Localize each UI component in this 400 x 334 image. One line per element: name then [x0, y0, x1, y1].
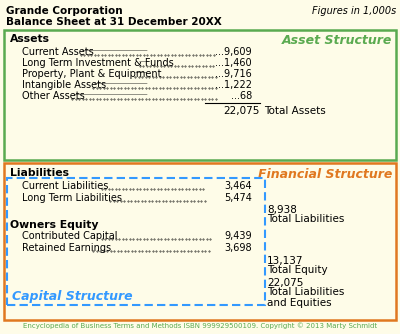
Text: Long Term Liabilities: Long Term Liabilities: [22, 193, 122, 203]
Text: Owners Equity: Owners Equity: [10, 220, 98, 230]
Text: ...1,460: ...1,460: [215, 58, 252, 68]
Text: ...9,716: ...9,716: [215, 69, 252, 79]
Text: 22,075: 22,075: [267, 278, 303, 288]
Text: Financial Structure: Financial Structure: [258, 168, 392, 181]
Text: Total Liabilities: Total Liabilities: [267, 287, 344, 297]
Bar: [4, 30, 396, 160]
Text: Retained Earnings: Retained Earnings: [22, 243, 111, 253]
Text: 9,439: 9,439: [224, 231, 252, 241]
Text: 22,075: 22,075: [224, 106, 260, 116]
Text: 3,464: 3,464: [224, 181, 252, 191]
Text: Capital Structure: Capital Structure: [12, 290, 133, 303]
Text: Current Assets: Current Assets: [22, 47, 94, 57]
Text: ...68: ...68: [231, 91, 252, 101]
Text: Other Assets: Other Assets: [22, 91, 85, 101]
Text: Long Term Investment & Funds: Long Term Investment & Funds: [22, 58, 174, 68]
Text: Grande Corporation: Grande Corporation: [6, 6, 123, 16]
Text: Current Liabilities: Current Liabilities: [22, 181, 108, 191]
Text: Total Assets: Total Assets: [264, 106, 326, 116]
Text: Property, Plant & Equipment: Property, Plant & Equipment: [22, 69, 162, 79]
Text: Intangible Assets: Intangible Assets: [22, 80, 106, 90]
Text: Balance Sheet at 31 December 20XX: Balance Sheet at 31 December 20XX: [6, 17, 222, 27]
Text: 13,137: 13,137: [267, 256, 304, 266]
Text: Contributed Capital: Contributed Capital: [22, 231, 118, 241]
Text: Total Liabilities: Total Liabilities: [267, 214, 344, 224]
Text: 8,938: 8,938: [267, 205, 297, 215]
Text: 3,698: 3,698: [224, 243, 252, 253]
Bar: [7, 178, 265, 305]
Text: Asset Structure: Asset Structure: [282, 34, 392, 47]
Text: Assets: Assets: [10, 34, 50, 44]
Text: 5,474: 5,474: [224, 193, 252, 203]
Text: Total Equity: Total Equity: [267, 265, 328, 275]
Text: ...9,609: ...9,609: [215, 47, 252, 57]
Text: ...1,222: ...1,222: [215, 80, 252, 90]
Text: Encyclopedia of Business Terms and Methods ISBN 999929500109. Copyright © 2013 M: Encyclopedia of Business Terms and Metho…: [23, 322, 377, 329]
Text: Liabilities: Liabilities: [10, 168, 69, 178]
Bar: [4, 163, 396, 320]
Text: Figures in 1,000s: Figures in 1,000s: [312, 6, 396, 16]
Text: and Equities: and Equities: [267, 298, 332, 308]
